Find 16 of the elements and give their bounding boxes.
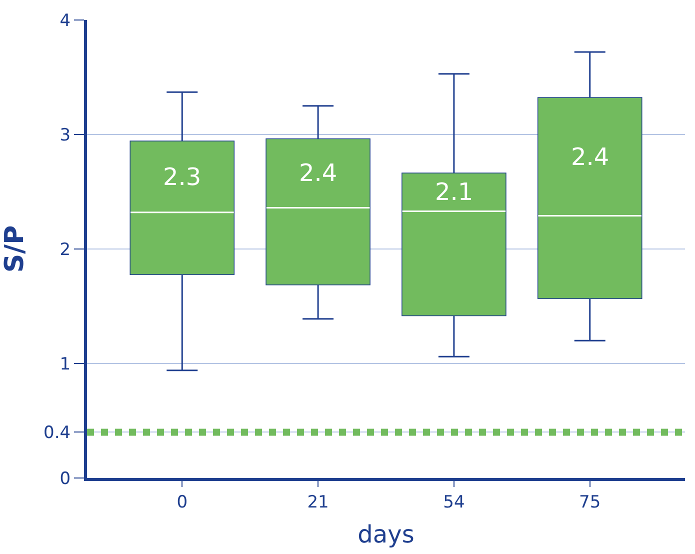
annotation: 2.3	[163, 163, 202, 191]
y-tick-label: 4	[60, 10, 71, 31]
y-tick-label: 3	[60, 125, 71, 146]
x-tick-label: 75	[579, 492, 601, 512]
x-tick-label: 0	[176, 492, 188, 512]
y-tick-label: 2	[60, 240, 71, 260]
annotation: 2.4	[571, 143, 610, 171]
x-axis-title: days	[358, 520, 414, 549]
x-tick-label: 21	[307, 492, 329, 512]
y-tick-label: 0.4	[44, 423, 71, 444]
x-tick-label: 54	[443, 492, 465, 512]
y-tick-label: 0	[60, 468, 71, 489]
annotation: 2.4	[299, 159, 338, 187]
y-axis-title: S/P	[0, 225, 30, 273]
y-tick-label: 1	[60, 354, 71, 374]
annotation: 2.1	[435, 178, 474, 206]
